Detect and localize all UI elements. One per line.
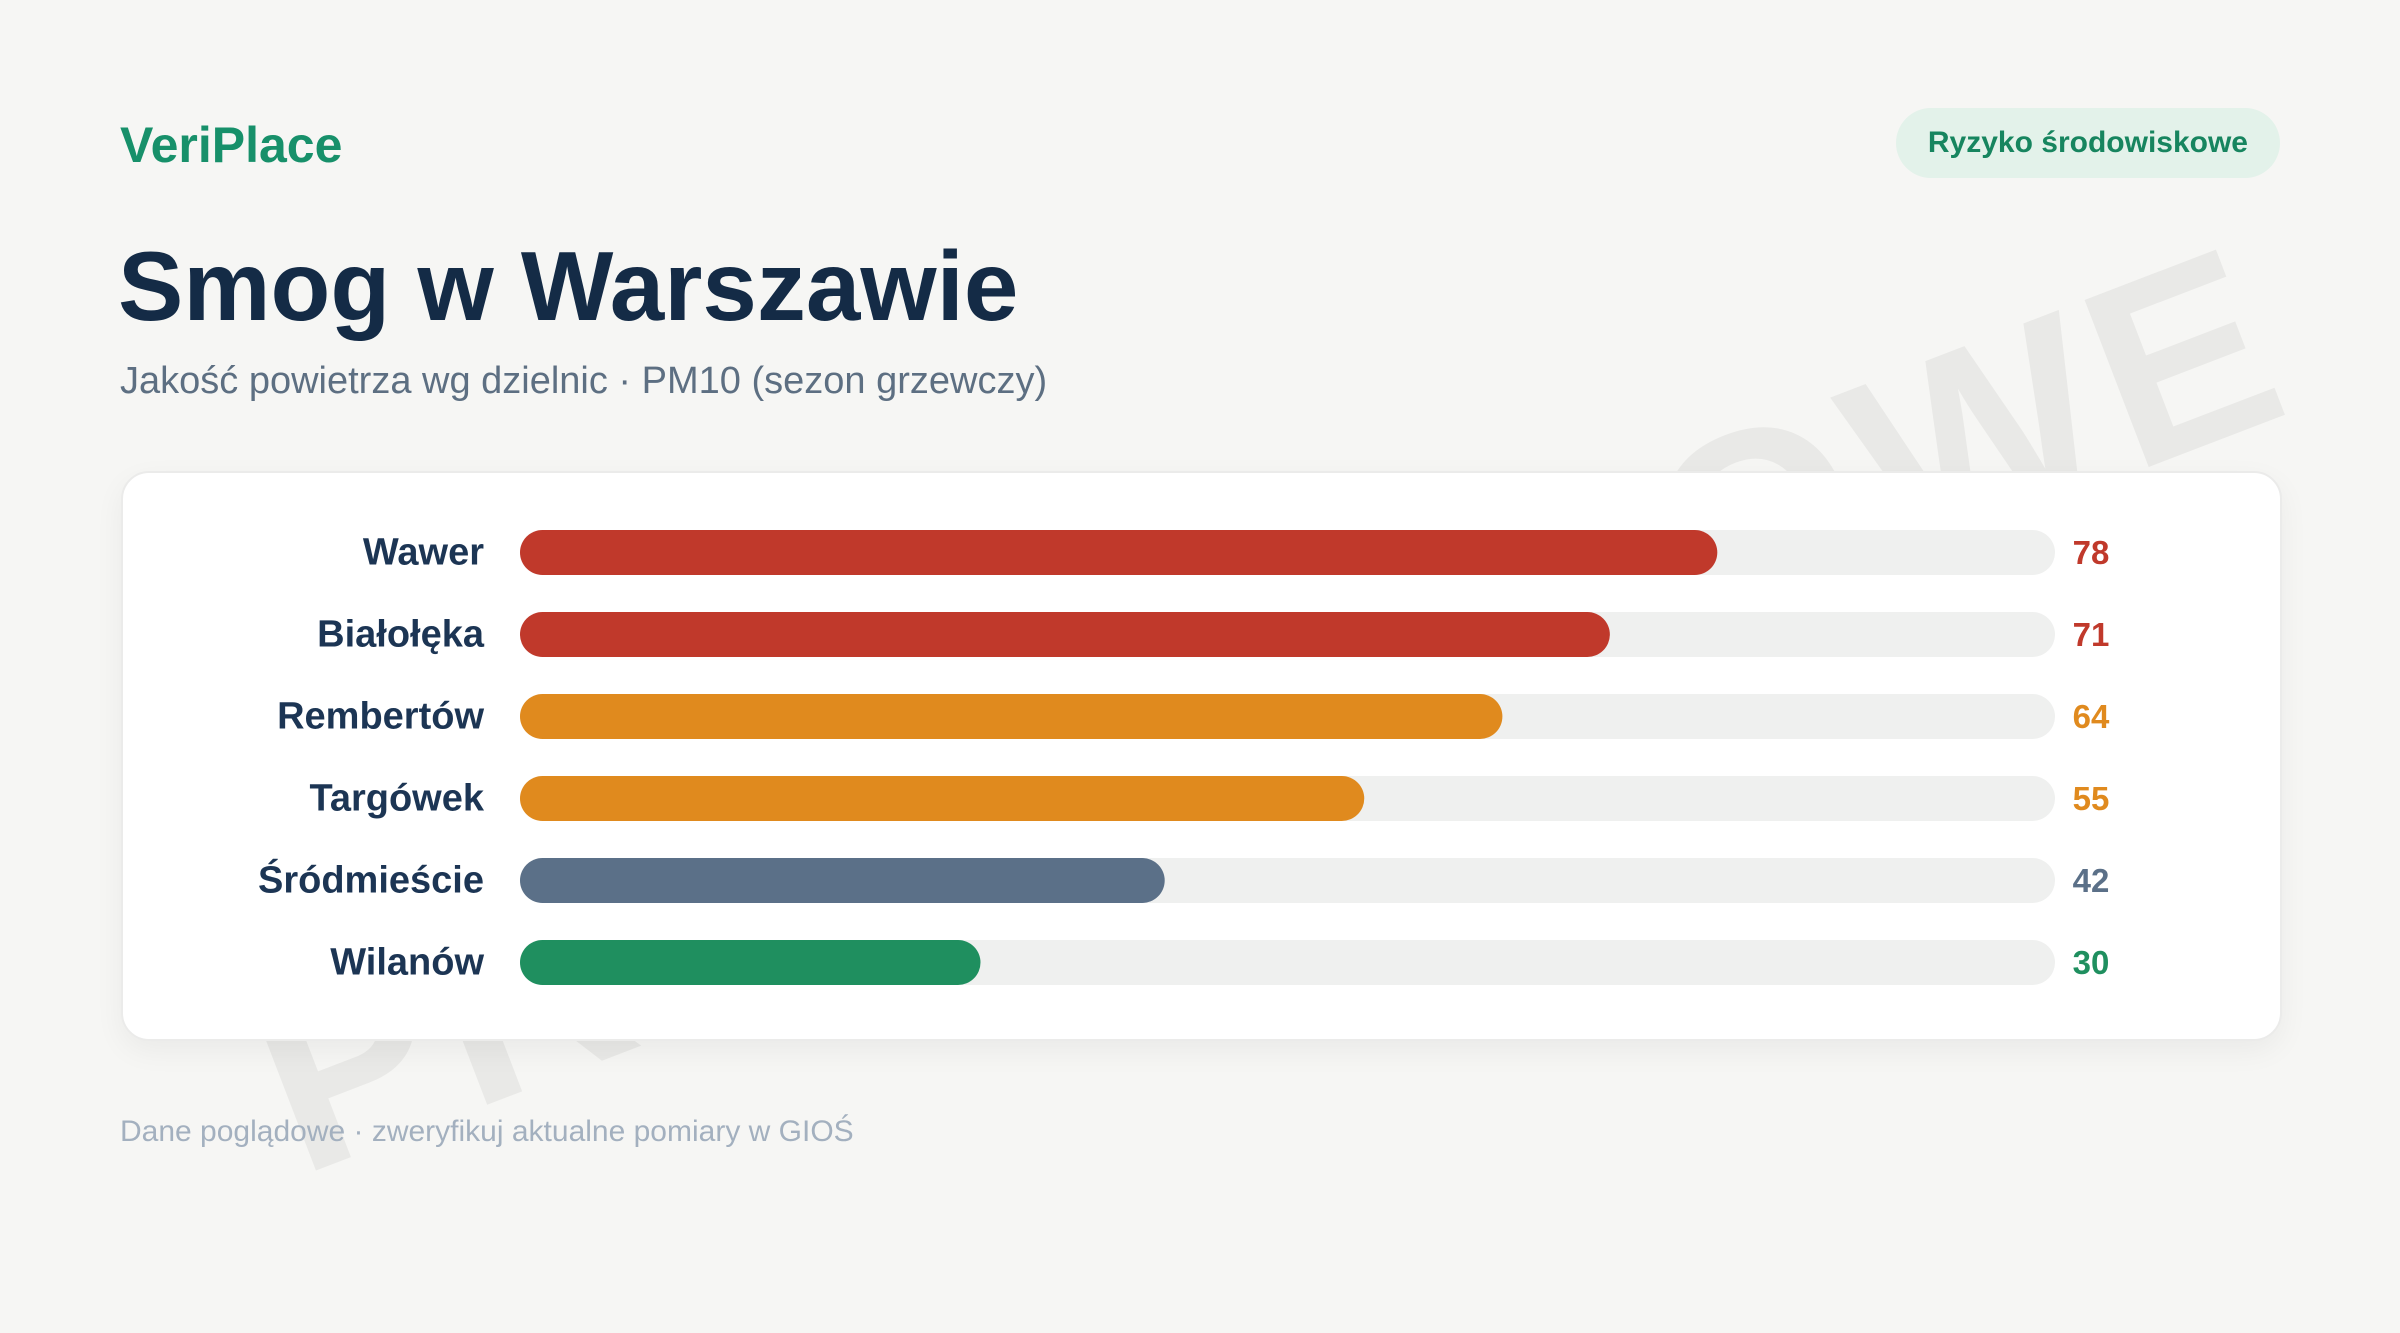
value-label: 71 (2073, 616, 2110, 653)
footer-note: Dane poglądowe · zweryfikuj aktualne pom… (120, 1115, 854, 1148)
bar (520, 940, 981, 985)
value-label: 30 (2073, 944, 2110, 981)
category-label: Rembertów (277, 696, 484, 738)
bar (520, 694, 1503, 739)
category-label: Targówek (309, 778, 484, 820)
bar (520, 530, 1718, 575)
category-badge: Ryzyko środowiskowe (1895, 108, 2280, 178)
value-label: 78 (2073, 534, 2110, 571)
value-label: 42 (2073, 862, 2110, 899)
bar (520, 858, 1165, 903)
bar (520, 612, 1610, 657)
category-label: Białołęka (317, 614, 485, 656)
page-subtitle: Jakość powietrza wg dzielnic · PM10 (sez… (120, 360, 1048, 402)
brand-logo: VeriPlace (120, 117, 343, 173)
value-label: 55 (2073, 780, 2110, 817)
page-title: Smog w Warszawie (118, 231, 1019, 341)
category-label: Wilanów (330, 942, 484, 984)
bar-chart: Wawer 78 Białołęka 71 Rembertów 64 Targówek 55 Ś… (258, 530, 2110, 985)
bar (520, 776, 1365, 821)
category-label: Wawer (363, 532, 484, 574)
category-label: Śródmieście (258, 858, 484, 902)
chart-card: Wawer 78 Białołęka 71 Rembertów 64 Targówek 55 Ś… (121, 471, 2282, 1041)
value-label: 64 (2073, 698, 2110, 735)
